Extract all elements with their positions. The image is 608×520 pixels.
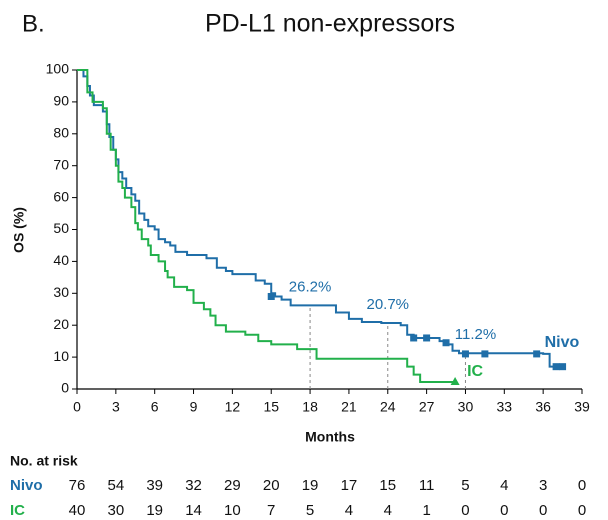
x-tick-label: 21 xyxy=(341,399,357,415)
x-tick-label: 0 xyxy=(73,399,81,415)
y-tick-label: 50 xyxy=(53,220,69,236)
chart-title: PD-L1 non-expressors xyxy=(205,10,455,38)
censor-mark xyxy=(423,334,431,342)
risk-count: 15 xyxy=(379,477,396,494)
y-axis-label: OS (%) xyxy=(11,207,27,253)
x-tick-label: 3 xyxy=(112,399,120,415)
x-tick-label: 39 xyxy=(574,399,590,415)
x-tick-label: 15 xyxy=(263,399,279,415)
y-tick-label: 60 xyxy=(53,188,69,204)
y-tick-label: 70 xyxy=(53,156,69,172)
y-tick-label: 20 xyxy=(53,316,69,332)
censor-mark xyxy=(267,292,275,300)
risk-count: 76 xyxy=(69,477,86,494)
risk-count: 10 xyxy=(224,502,241,519)
risk-count: 40 xyxy=(69,502,86,519)
y-tick-label: 10 xyxy=(53,348,69,364)
censor-mark xyxy=(533,350,541,358)
risk-count: 14 xyxy=(185,502,202,519)
risk-count: 20 xyxy=(263,477,280,494)
censor-mark xyxy=(442,339,450,347)
y-tick-label: 100 xyxy=(46,61,70,77)
y-tick-label: 0 xyxy=(61,380,69,396)
annotation: 11.2% xyxy=(455,326,496,343)
risk-count: 30 xyxy=(108,502,125,519)
y-tick-label: 90 xyxy=(53,93,69,109)
risk-count: 4 xyxy=(345,502,353,519)
censor-mark xyxy=(481,350,489,358)
series-label: Nivo xyxy=(545,334,580,351)
risk-count: 0 xyxy=(578,502,586,519)
risk-count: 5 xyxy=(461,477,469,494)
risk-count: 0 xyxy=(578,477,586,494)
risk-count: 5 xyxy=(306,502,314,519)
y-tick-label: 30 xyxy=(53,284,69,300)
risk-count: 32 xyxy=(185,477,202,494)
risk-count: 29 xyxy=(224,477,241,494)
risk-count: 7 xyxy=(267,502,275,519)
risk-table-title: No. at risk xyxy=(10,453,78,469)
annotation: 20.7% xyxy=(366,296,409,313)
x-tick-label: 9 xyxy=(190,399,198,415)
x-tick-label: 27 xyxy=(419,399,435,415)
series-label: IC xyxy=(467,363,483,380)
x-tick-label: 24 xyxy=(380,399,396,415)
risk-count: 1 xyxy=(422,502,430,519)
risk-count: 39 xyxy=(146,477,163,494)
y-tick-label: 40 xyxy=(53,252,69,268)
risk-count: 17 xyxy=(341,477,358,494)
x-tick-label: 30 xyxy=(458,399,474,415)
panel-label: B. xyxy=(22,10,45,37)
censor-mark xyxy=(552,363,560,371)
risk-count: 0 xyxy=(539,502,547,519)
y-tick-label: 80 xyxy=(53,125,69,141)
survival-curve xyxy=(77,69,456,383)
x-axis-label: Months xyxy=(305,429,355,445)
risk-count: 0 xyxy=(500,502,508,519)
censor-mark xyxy=(461,350,469,358)
risk-count: 19 xyxy=(146,502,163,519)
risk-count: 0 xyxy=(461,502,469,519)
annotation: 26.2% xyxy=(289,278,332,295)
x-tick-label: 36 xyxy=(535,399,551,415)
risk-row-name: Nivo xyxy=(10,477,43,494)
risk-count: 19 xyxy=(302,477,319,494)
risk-count: 54 xyxy=(108,477,125,494)
risk-count: 3 xyxy=(539,477,547,494)
risk-count: 4 xyxy=(500,477,508,494)
x-tick-label: 12 xyxy=(225,399,241,415)
risk-count: 4 xyxy=(384,502,392,519)
risk-count: 11 xyxy=(419,477,435,494)
x-tick-label: 6 xyxy=(151,399,159,415)
survival-curve xyxy=(77,69,563,368)
censor-mark xyxy=(559,363,567,371)
x-tick-label: 33 xyxy=(497,399,513,415)
x-tick-label: 18 xyxy=(302,399,318,415)
risk-row-name: IC xyxy=(10,502,25,519)
censor-mark xyxy=(450,376,460,385)
censor-mark xyxy=(410,334,418,342)
